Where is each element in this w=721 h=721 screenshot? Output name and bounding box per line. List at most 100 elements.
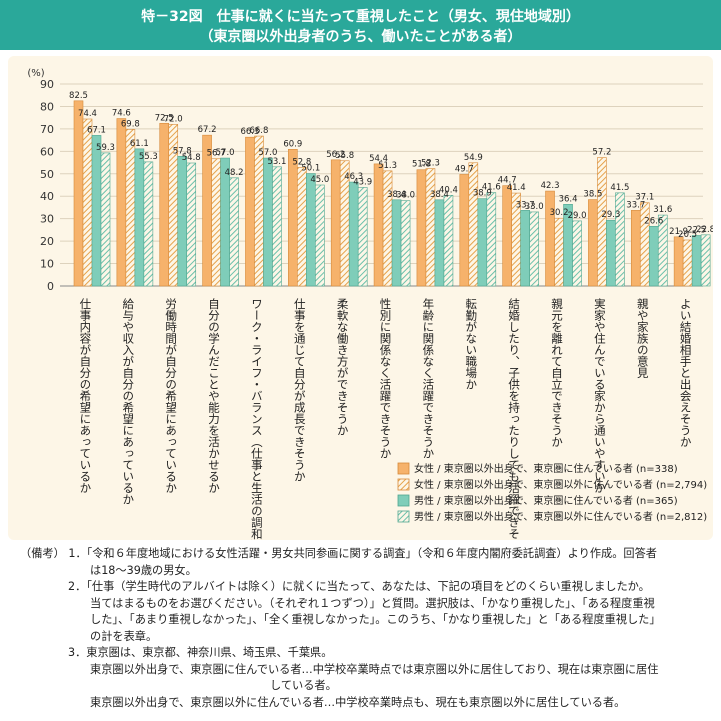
category-label: 親元を離れて自立できそうか	[550, 298, 564, 448]
data-label: 48.2	[225, 168, 244, 178]
data-label: 74.4	[78, 109, 97, 119]
bar-series3	[263, 157, 273, 287]
chart-panel: (%) 0 10 20 30 40 50 60 70 80 90 82.5 74.4 67.1 59.3 7…	[8, 56, 713, 540]
figure-subtitle: （東京圏以外出身者のうち、働いたことがある者）	[199, 29, 522, 45]
data-label: 30.2	[550, 208, 569, 218]
data-label: 49.7	[455, 164, 474, 174]
bar-series2	[211, 158, 221, 287]
data-label: 33.7	[516, 200, 535, 210]
bar-series2	[597, 157, 607, 287]
data-label: 74.6	[112, 109, 131, 119]
data-label: 52.8	[292, 157, 311, 167]
legend-label-2: 女性 / 東京圏以外出身で、東京圏以外に住んでいる者 (n=2,794)	[414, 478, 707, 491]
bar-series1	[673, 236, 684, 287]
bar-series4	[529, 211, 539, 287]
data-label: 67.1	[87, 125, 106, 135]
category-label: 親や家族の意見	[636, 298, 650, 379]
y-tick-label: 70	[40, 123, 54, 136]
category-label: 仕事内容が自分の希望にあっているか	[78, 298, 92, 494]
data-label: 72.5	[155, 113, 174, 123]
data-label: 66.3	[240, 127, 259, 137]
bar-series2	[297, 167, 307, 287]
data-label: 67.2	[198, 125, 217, 135]
y-tick-label: 10	[40, 258, 54, 271]
y-tick-label: 60	[40, 145, 54, 158]
data-label: 38.0	[396, 191, 415, 201]
note-2-line-d: の計を表章。	[90, 629, 158, 643]
note-1-line-b: は18～39歳の男女。	[90, 563, 197, 577]
data-label: 26.6	[644, 216, 663, 226]
bar-series3	[177, 155, 188, 287]
y-tick-label: 80	[40, 100, 54, 113]
bar-series1	[502, 185, 512, 287]
data-label: 33.0	[525, 202, 544, 212]
bar-series4	[186, 162, 197, 287]
data-label: 38.5	[583, 190, 602, 200]
data-label: 40.4	[439, 185, 458, 195]
data-label: 38.4	[387, 190, 406, 200]
data-label: 41.4	[507, 183, 526, 193]
bar-series4	[400, 200, 411, 287]
note-1-text-a: 1．「令和６年度地域における女性活躍・男女共同参画に関する調査」（令和６年度内閣…	[68, 547, 657, 560]
data-label: 54.8	[182, 153, 201, 163]
y-tick-label: 30	[40, 213, 54, 226]
data-label: 41.5	[610, 183, 629, 193]
category-label: 年齢に関係なく活躍できそうか	[421, 297, 435, 459]
bar-series3	[91, 135, 102, 287]
category-label: 転勤がない職場か	[464, 298, 478, 390]
data-label: 69.8	[121, 119, 140, 129]
note-3-line-c: している者。	[270, 679, 337, 692]
data-label: 36.4	[559, 194, 578, 204]
bar-series4	[700, 234, 711, 287]
figure-header: 特－32図 仕事に就くに当たって重視したこと（男女、現住地域別） （東京圏以外出…	[0, 0, 721, 50]
bar-series1	[630, 210, 641, 287]
category-label: 労働時間が自分の希望にあっているか	[164, 297, 178, 493]
category-label: 実家や住んでいる家から通いやすいか	[593, 297, 607, 493]
bar-series1	[245, 136, 255, 287]
data-label: 43.9	[353, 177, 372, 187]
legend-swatch-2	[397, 478, 410, 491]
bar-series2	[682, 239, 693, 287]
bar-series3	[348, 181, 359, 287]
data-label: 56.2	[326, 150, 345, 160]
y-tick-label: 40	[40, 190, 54, 203]
y-tick-label: 20	[40, 235, 54, 248]
category-label: 性別に関係なく活躍できそうか	[379, 297, 393, 459]
notes-label: （備考）	[20, 547, 65, 560]
legend-label-1: 女性 / 東京圏以外出身で、東京圏に住んでいる者 (n=338)	[414, 462, 678, 475]
bar-series2	[554, 217, 564, 287]
bar-series4	[143, 161, 154, 287]
bar-series3	[391, 199, 402, 287]
bar-series2	[425, 168, 436, 287]
y-tick-label: 50	[40, 168, 54, 181]
data-label: 37.1	[635, 193, 654, 203]
data-label: 45.0	[310, 175, 329, 185]
bar-series4	[615, 192, 625, 287]
bar-series1	[330, 159, 341, 287]
bar-series1	[416, 169, 427, 287]
bar-series4	[657, 214, 668, 287]
data-label: 38.9	[473, 189, 492, 199]
data-label: 33.7	[626, 200, 645, 210]
data-label: 38.4	[430, 190, 449, 200]
legend-label-3: 男性 / 東京圏以外出身で、東京圏に住んでいる者 (n=365)	[414, 494, 678, 507]
data-label: 51.3	[378, 161, 397, 171]
bar-series2	[254, 135, 264, 287]
bar-series3	[520, 210, 530, 287]
bar-series4	[272, 166, 282, 287]
bar-series4	[443, 195, 454, 287]
bar-series4	[229, 177, 239, 287]
bar-series2	[468, 162, 479, 287]
data-label: 54.4	[369, 154, 388, 164]
note-2-line-a: 2．「仕事（学生時代のアルバイトは除く）に就くに当たって、あなたは、下記の項目を…	[68, 580, 650, 593]
note-3-line-d: 東京圏以外出身で、東京圏以外に住んでいる者…中学校卒業時点も、現在も東京圏以外に…	[90, 695, 626, 709]
bar-series1	[288, 149, 298, 287]
data-label: 29.0	[568, 211, 587, 221]
legend-swatch-3	[397, 494, 410, 507]
note-2-line-c: した」、「あまり重視しなかった」、「全く重視しなかった」。このうち、「かなり重視…	[90, 613, 661, 626]
data-label: 51.8	[412, 160, 431, 170]
category-label: 給与や収入が自分の希望にあっているか	[121, 297, 135, 505]
category-label: 自分の学んだことや能力を活かせるか	[207, 298, 221, 494]
bar-series3	[691, 235, 702, 287]
legend-swatch-1	[397, 462, 410, 475]
